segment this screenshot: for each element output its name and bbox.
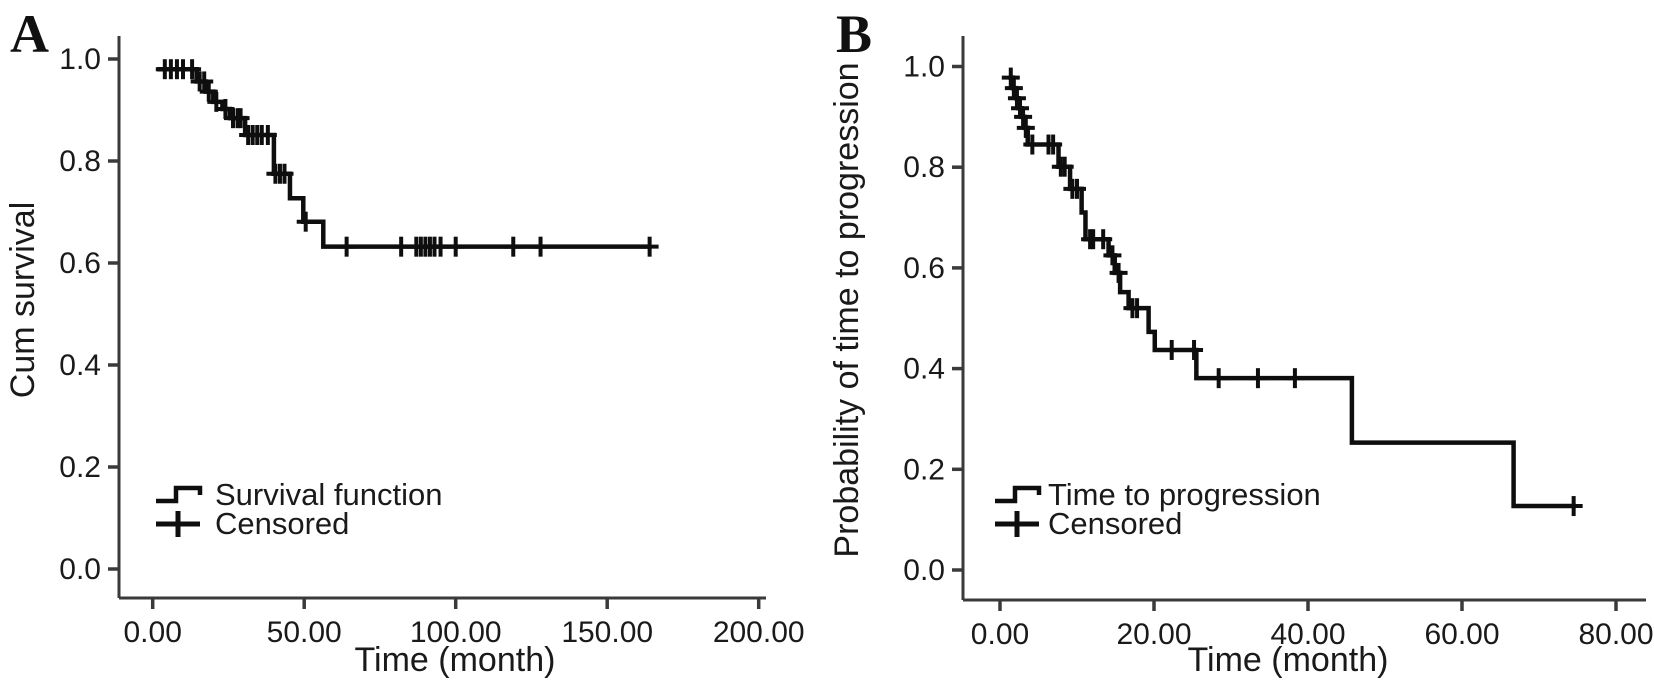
censor-mark (296, 211, 315, 232)
x-tick-label: 80.00 (1578, 618, 1653, 651)
censor-mark (1023, 134, 1042, 155)
censor-mark (640, 236, 659, 257)
y-tick-label: 0.0 (59, 553, 101, 586)
censor-mark (1014, 106, 1033, 127)
censor-mark (1094, 229, 1113, 250)
censor-mark (183, 59, 202, 80)
y-tick-label: 0.0 (903, 554, 945, 587)
legend-label-curve: Time to progression (1048, 477, 1321, 512)
censor-mark (1001, 67, 1020, 88)
censor-mark (231, 108, 250, 129)
y-tick-label: 1.0 (59, 43, 101, 76)
y-axis-title: Probability of time to progression (828, 62, 866, 557)
legend-censored-icon (995, 511, 1039, 537)
legend-step-icon (995, 485, 1042, 504)
censor-mark (392, 236, 411, 257)
y-axis-title: Cum survival (4, 202, 42, 398)
x-tick-label: 60.00 (1424, 618, 1499, 651)
censor-mark (1185, 339, 1204, 360)
legend-step-icon (156, 485, 203, 504)
censor-mark (431, 236, 450, 257)
censor-mark (275, 163, 294, 184)
censor-mark (1285, 368, 1304, 389)
x-tick-label: 0.00 (124, 616, 182, 649)
y-tick-label: 0.4 (903, 353, 945, 386)
censor-mark (1068, 178, 1086, 199)
censor-mark (1055, 156, 1074, 177)
panel-b: 0.00 20.00 40.00 60.00 80.00 0.0 0.2 0.4 0.6 0.8 1… (828, 4, 1654, 679)
y-tick-label: 0.4 (59, 349, 101, 382)
x-tick-label: 50.00 (267, 616, 342, 649)
panel-letter: A (10, 4, 49, 64)
censor-mark (1162, 339, 1181, 360)
censor-mark (531, 236, 550, 257)
x-tick-label: 40.00 (1270, 618, 1345, 651)
x-tick-label: 100.00 (410, 616, 502, 649)
censor-mark (199, 81, 218, 102)
y-tick-label: 0.8 (903, 151, 945, 184)
censor-mark (1109, 262, 1128, 283)
censor-mark (1016, 117, 1035, 138)
censor-mark (1209, 368, 1228, 389)
legend-label-curve: Survival function (215, 477, 442, 512)
x-tick-label: 0.00 (971, 618, 1029, 651)
x-tick-label: 150.00 (561, 616, 653, 649)
censor-mark (1564, 496, 1583, 517)
censor-mark (258, 124, 277, 145)
censor-mark (446, 236, 465, 257)
censor-mark (207, 91, 226, 112)
y-tick-label: 0.8 (59, 145, 101, 178)
x-tick-label: 20.00 (1116, 618, 1191, 651)
survival-step-curve (157, 66, 652, 249)
survival-step-curve (1008, 75, 1576, 509)
censor-mark (504, 236, 523, 257)
legend-label-censored: Censored (1048, 506, 1182, 541)
legend-label-censored: Censored (215, 506, 349, 541)
y-tick-label: 1.0 (903, 51, 945, 84)
censor-mark (1128, 298, 1147, 319)
x-axis-title: Time (month) (1188, 641, 1389, 679)
legend-censored-icon (156, 511, 200, 537)
censor-mark (1004, 78, 1023, 99)
x-tick-label: 200.00 (713, 616, 805, 649)
censor-mark (1044, 134, 1063, 155)
censor-mark (337, 236, 356, 257)
censor-mark (195, 71, 214, 92)
panel-a: 0.00 50.00 100.00 150.00 200.00 0.0 0.2 0.4 0.6 0… (4, 4, 805, 679)
y-tick-label: 0.2 (903, 453, 945, 486)
censor-mark (1103, 245, 1122, 266)
y-tick-label: 0.2 (59, 451, 101, 484)
y-tick-label: 0.6 (59, 247, 101, 280)
panel-letter: B (836, 4, 872, 64)
x-axis-title: Time (month) (355, 641, 556, 679)
censor-mark (1248, 368, 1267, 389)
y-tick-label: 0.6 (903, 252, 945, 285)
censor-mark (1007, 88, 1026, 109)
